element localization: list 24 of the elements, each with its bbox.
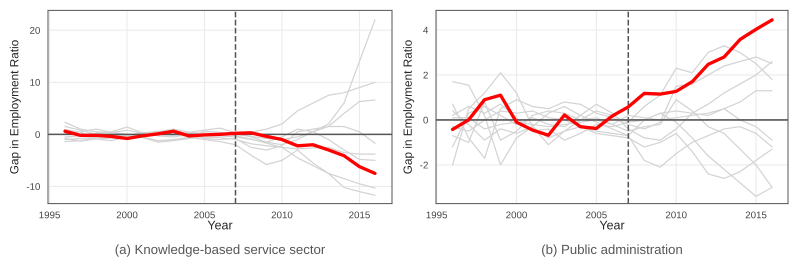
x-tick-label: 2000	[506, 211, 527, 218]
x-tick-label: 1995	[426, 211, 448, 218]
x-tick-label: 2010	[666, 211, 687, 218]
y-tick-label: 0	[423, 116, 428, 124]
y-axis-title: Gap in Employment Ratio	[10, 40, 21, 174]
y-tick-label: 4	[423, 26, 428, 34]
y-tick-label: 10	[30, 79, 40, 86]
x-tick-label: 2005	[586, 211, 607, 218]
x-axis-title: Year	[208, 220, 232, 230]
y-tick-label: 2	[423, 72, 428, 78]
y-tick-label: 0	[35, 131, 40, 138]
x-tick-label: 2005	[194, 211, 215, 218]
text: (a) Knowledge-based service sector	[116, 244, 326, 257]
x-axis-title: Year	[600, 220, 624, 230]
y-axis-title: Gap in Employment Ratio	[403, 40, 414, 174]
y-tick-label: -10	[26, 183, 40, 190]
x-tick-label: 2000	[116, 211, 138, 218]
x-tick-label: 2015	[746, 211, 766, 218]
x-tick-label: 2015	[349, 211, 370, 218]
x-tick-label: 1995	[39, 211, 60, 218]
y-tick-label: -2	[420, 162, 428, 168]
text: (b) Public administration	[542, 244, 682, 257]
y-tick-label: 20	[30, 26, 40, 34]
x-tick-label: 2010	[272, 211, 292, 218]
